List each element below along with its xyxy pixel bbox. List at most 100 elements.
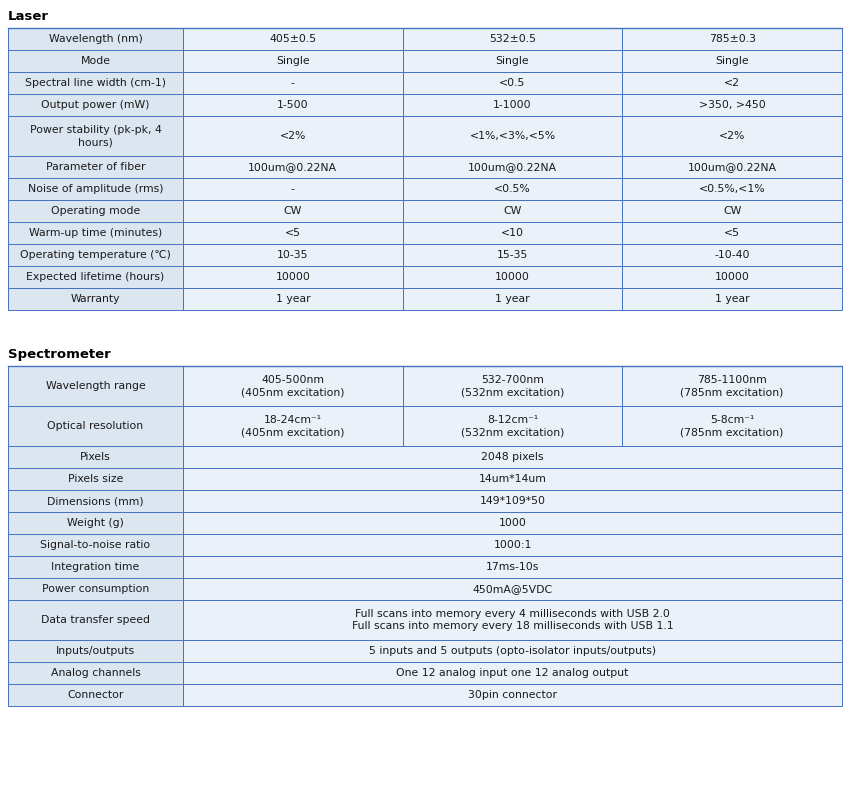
Text: 5 inputs and 5 outputs (opto-isolator inputs/outputs): 5 inputs and 5 outputs (opto-isolator in…	[369, 646, 656, 656]
Bar	[8, 406, 183, 446]
Bar	[622, 288, 842, 310]
Bar	[8, 222, 183, 244]
Text: >350, >450: >350, >450	[699, 100, 766, 110]
Bar	[183, 94, 403, 116]
Text: <1%,<3%,<5%: <1%,<3%,<5%	[469, 131, 556, 141]
Text: Optical resolution: Optical resolution	[48, 421, 144, 431]
Text: Integration time: Integration time	[51, 562, 139, 572]
Text: 10000: 10000	[495, 272, 530, 282]
Text: <2%: <2%	[280, 131, 306, 141]
Bar	[8, 72, 183, 94]
Text: 2048 pixels: 2048 pixels	[481, 452, 544, 462]
Bar	[183, 116, 403, 156]
Bar	[8, 468, 183, 490]
Bar	[8, 156, 183, 178]
Bar	[183, 640, 842, 662]
Bar	[8, 446, 183, 468]
Bar	[403, 72, 622, 94]
Text: 100um@0.22NA: 100um@0.22NA	[468, 162, 557, 172]
Text: Full scans into memory every 4 milliseconds with USB 2.0
Full scans into memory : Full scans into memory every 4 milliseco…	[352, 609, 673, 631]
Bar	[183, 50, 403, 72]
Text: Data transfer speed: Data transfer speed	[41, 615, 150, 625]
Bar	[8, 94, 183, 116]
Bar	[403, 178, 622, 200]
Text: CW: CW	[284, 206, 302, 216]
Text: Wavelength range: Wavelength range	[46, 381, 145, 391]
Bar	[403, 288, 622, 310]
Text: Noise of amplitude (rms): Noise of amplitude (rms)	[28, 184, 163, 194]
Text: Single: Single	[276, 56, 309, 66]
Bar	[622, 366, 842, 406]
Text: Pixels size: Pixels size	[68, 474, 123, 484]
Text: 785±0.3: 785±0.3	[709, 34, 756, 44]
Text: Weight (g): Weight (g)	[67, 518, 124, 528]
Text: 450mA@5VDC: 450mA@5VDC	[473, 584, 552, 594]
Text: 100um@0.22NA: 100um@0.22NA	[248, 162, 337, 172]
Text: Single: Single	[496, 56, 530, 66]
Bar	[183, 156, 403, 178]
Bar	[183, 578, 842, 600]
Bar	[622, 222, 842, 244]
Text: Analog channels: Analog channels	[50, 668, 140, 678]
Bar	[183, 468, 842, 490]
Text: 1 year: 1 year	[496, 294, 530, 304]
Bar	[8, 244, 183, 266]
Text: Wavelength (nm): Wavelength (nm)	[48, 34, 143, 44]
Bar	[183, 556, 842, 578]
Bar	[622, 178, 842, 200]
Bar	[8, 50, 183, 72]
Text: Signal-to-noise ratio: Signal-to-noise ratio	[41, 540, 150, 550]
Text: 10000: 10000	[275, 272, 310, 282]
Text: 14um*14um: 14um*14um	[479, 474, 547, 484]
Bar	[8, 366, 183, 406]
Bar	[8, 684, 183, 706]
Text: <2%: <2%	[719, 131, 745, 141]
Text: -: -	[291, 184, 295, 194]
Bar	[403, 94, 622, 116]
Bar	[8, 490, 183, 512]
Bar	[183, 490, 842, 512]
Bar	[183, 446, 842, 468]
Text: 1-1000: 1-1000	[493, 100, 532, 110]
Bar	[403, 156, 622, 178]
Bar	[8, 640, 183, 662]
Text: <10: <10	[501, 228, 524, 238]
Bar	[8, 28, 183, 50]
Bar	[403, 266, 622, 288]
Bar	[8, 600, 183, 640]
Text: 1-500: 1-500	[277, 100, 309, 110]
Bar	[8, 578, 183, 600]
Bar	[622, 72, 842, 94]
Bar	[8, 200, 183, 222]
Bar	[8, 178, 183, 200]
Text: Power stability (pk-pk, 4
hours): Power stability (pk-pk, 4 hours)	[30, 125, 162, 147]
Text: Dimensions (mm): Dimensions (mm)	[48, 496, 144, 506]
Bar	[183, 28, 403, 50]
Bar	[183, 662, 842, 684]
Bar	[8, 556, 183, 578]
Bar	[403, 366, 622, 406]
Bar	[183, 534, 842, 556]
Text: 1 year: 1 year	[275, 294, 310, 304]
Bar	[403, 222, 622, 244]
Text: 30pin connector: 30pin connector	[468, 690, 557, 700]
Text: 10-35: 10-35	[277, 250, 309, 260]
Text: Warm-up time (minutes): Warm-up time (minutes)	[29, 228, 162, 238]
Text: Operating temperature (℃): Operating temperature (℃)	[20, 250, 171, 260]
Bar	[183, 72, 403, 94]
Text: 1000:1: 1000:1	[493, 540, 532, 550]
Text: <2: <2	[724, 78, 740, 88]
Text: 149*109*50: 149*109*50	[479, 496, 546, 506]
Bar	[622, 406, 842, 446]
Bar	[403, 116, 622, 156]
Text: Output power (mW): Output power (mW)	[42, 100, 150, 110]
Text: 1 year: 1 year	[715, 294, 750, 304]
Bar	[183, 600, 842, 640]
Bar	[622, 244, 842, 266]
Text: CW: CW	[503, 206, 522, 216]
Text: <5: <5	[285, 228, 301, 238]
Bar	[8, 662, 183, 684]
Text: Warranty: Warranty	[71, 294, 120, 304]
Text: <0.5: <0.5	[499, 78, 525, 88]
Bar	[403, 406, 622, 446]
